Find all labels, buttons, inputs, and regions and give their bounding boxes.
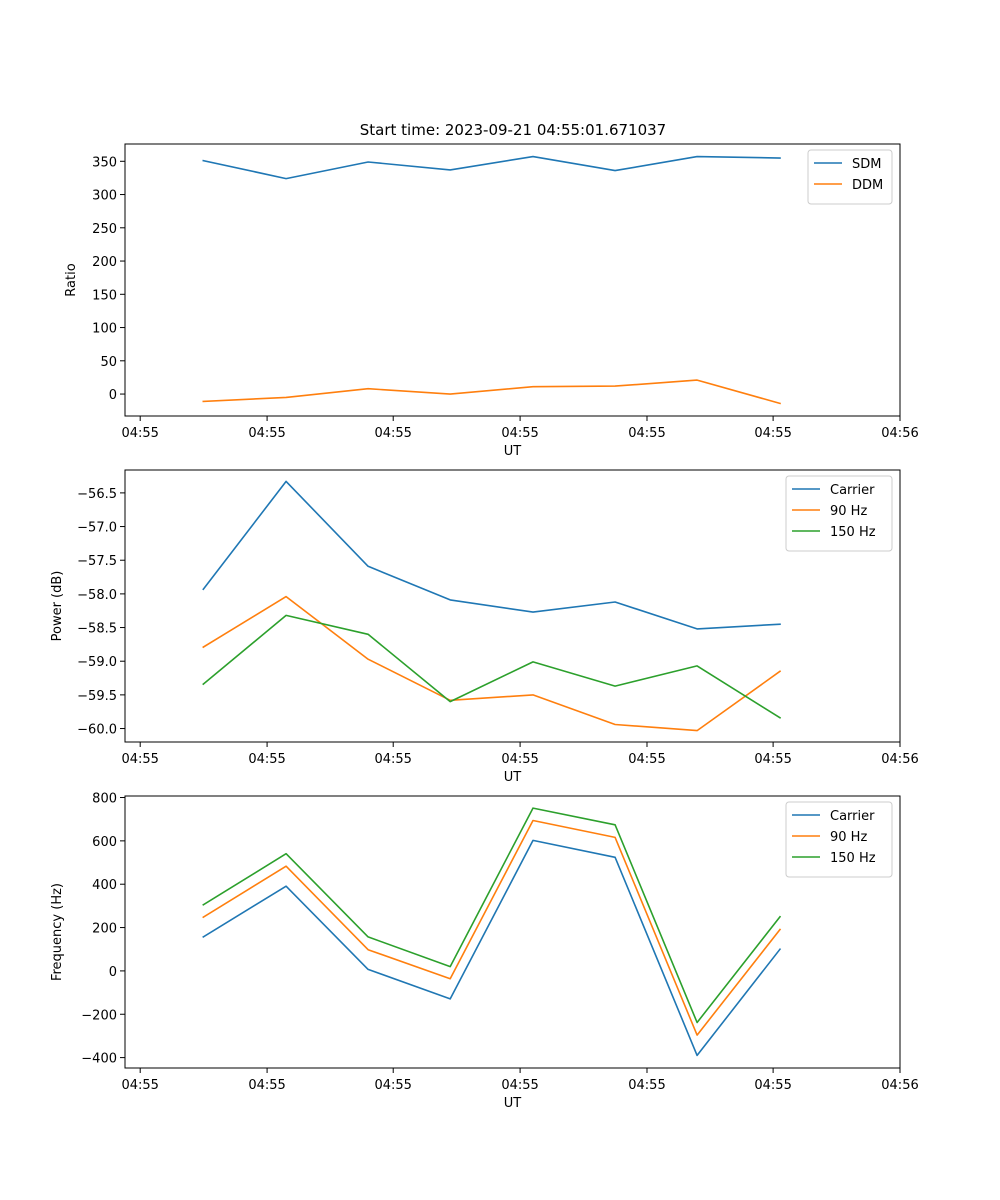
legend-frame (785, 801, 893, 878)
x-tick-label: 04:55 (121, 426, 158, 441)
y-tick-label: 800 (92, 792, 117, 807)
axes-frame (124, 795, 901, 1069)
y-tick-label: −56.5 (77, 487, 117, 502)
series-line-sdm (202, 155, 781, 180)
x-tick-label: 04:56 (881, 426, 918, 441)
y-tick-label: 600 (92, 835, 117, 850)
legend-label: Carrier (830, 483, 875, 498)
axes-frame (124, 143, 901, 417)
y-tick-label: 150 (92, 288, 117, 303)
panel-1: 04:55 04:55 04:55 04:55 04:55 04:55 04:56 0 50 10… (64, 143, 919, 459)
panel-2: 04:55 04:55 04:55 04:55 04:55 04:55 04:56 −60.0… (50, 469, 919, 785)
y-tick-label: −58.0 (77, 588, 117, 603)
x-tick-label: 04:55 (248, 426, 285, 441)
x-tick-label: 04:55 (501, 752, 538, 767)
y-tick-label: 0 (109, 388, 117, 403)
y-tick-label: −400 (81, 1052, 117, 1067)
x-axis-label: UT (504, 444, 522, 459)
legend: Carrier 90 Hz 150 Hz (785, 475, 893, 552)
x-axis-label: UT (504, 1096, 522, 1111)
x-tick-label: 04:55 (754, 1078, 791, 1093)
x-tick-label: 04:55 (248, 752, 285, 767)
legend-label: 90 Hz (830, 830, 867, 845)
y-tick-label: 200 (92, 255, 117, 270)
y-tick-label: 200 (92, 922, 117, 937)
x-tick-label: 04:55 (628, 1078, 665, 1093)
y-tick-label: −59.5 (77, 689, 117, 704)
series-line-carrier (202, 480, 781, 630)
x-tick-label: 04:55 (628, 752, 665, 767)
y-axis-label: Power (dB) (50, 571, 65, 642)
x-tick-label: 04:55 (374, 426, 411, 441)
x-tick-label: 04:55 (121, 752, 158, 767)
axes-frame (124, 469, 901, 743)
legend: SDM DDM (807, 149, 893, 205)
y-tick-label: 350 (92, 155, 117, 170)
x-tick-label: 04:55 (754, 426, 791, 441)
series-line-90-hz (202, 595, 782, 732)
y-tick-label: 100 (92, 322, 117, 337)
y-tick-label: 300 (92, 189, 117, 204)
y-tick-label: −60.0 (77, 723, 117, 738)
legend-label: SDM (852, 157, 881, 172)
x-tick-label: 04:56 (881, 752, 918, 767)
x-tick-label: 04:55 (628, 426, 665, 441)
x-tick-label: 04:55 (374, 752, 411, 767)
y-tick-label: 50 (100, 355, 117, 370)
x-tick-label: 04:56 (881, 1078, 918, 1093)
y-tick-label: −58.5 (77, 622, 117, 637)
x-tick-label: 04:55 (248, 1078, 285, 1093)
series-line-90-hz (202, 819, 782, 1036)
legend-label: 150 Hz (830, 525, 876, 540)
x-axis-label: UT (504, 770, 522, 785)
x-tick-label: 04:55 (374, 1078, 411, 1093)
legend-frame (785, 475, 893, 552)
y-axis-label: Ratio (64, 263, 79, 296)
x-tick-label: 04:55 (121, 1078, 158, 1093)
series-line-150-hz (202, 614, 782, 719)
legend-label: 90 Hz (830, 504, 867, 519)
y-tick-label: −57.5 (77, 554, 117, 569)
x-tick-label: 04:55 (501, 1078, 538, 1093)
series-line-carrier (202, 839, 782, 1057)
y-tick-label: −59.0 (77, 655, 117, 670)
x-tick-label: 04:55 (501, 426, 538, 441)
figure-title: Start time: 2023-09-21 04:55:01.671037 (360, 121, 666, 139)
panel-3: 04:55 04:55 04:55 04:55 04:55 04:55 04:56 −400 −… (50, 792, 919, 1111)
y-tick-label: −57.0 (77, 521, 117, 536)
x-tick-label: 04:55 (754, 752, 791, 767)
series-line-ddm (202, 379, 781, 405)
legend-label: DDM (852, 178, 883, 193)
y-tick-label: −200 (81, 1008, 117, 1023)
y-tick-label: 400 (92, 878, 117, 893)
y-tick-label: 250 (92, 222, 117, 237)
legend-label: Carrier (830, 809, 875, 824)
y-tick-label: 0 (109, 965, 117, 980)
y-axis-label: Frequency (Hz) (50, 883, 65, 981)
legend: Carrier 90 Hz 150 Hz (785, 801, 893, 878)
legend-label: 150 Hz (830, 851, 876, 866)
series-line-150-hz (202, 807, 782, 1024)
panels: 04:55 04:55 04:55 04:55 04:55 04:55 04:56 0 50 10… (50, 143, 919, 1111)
